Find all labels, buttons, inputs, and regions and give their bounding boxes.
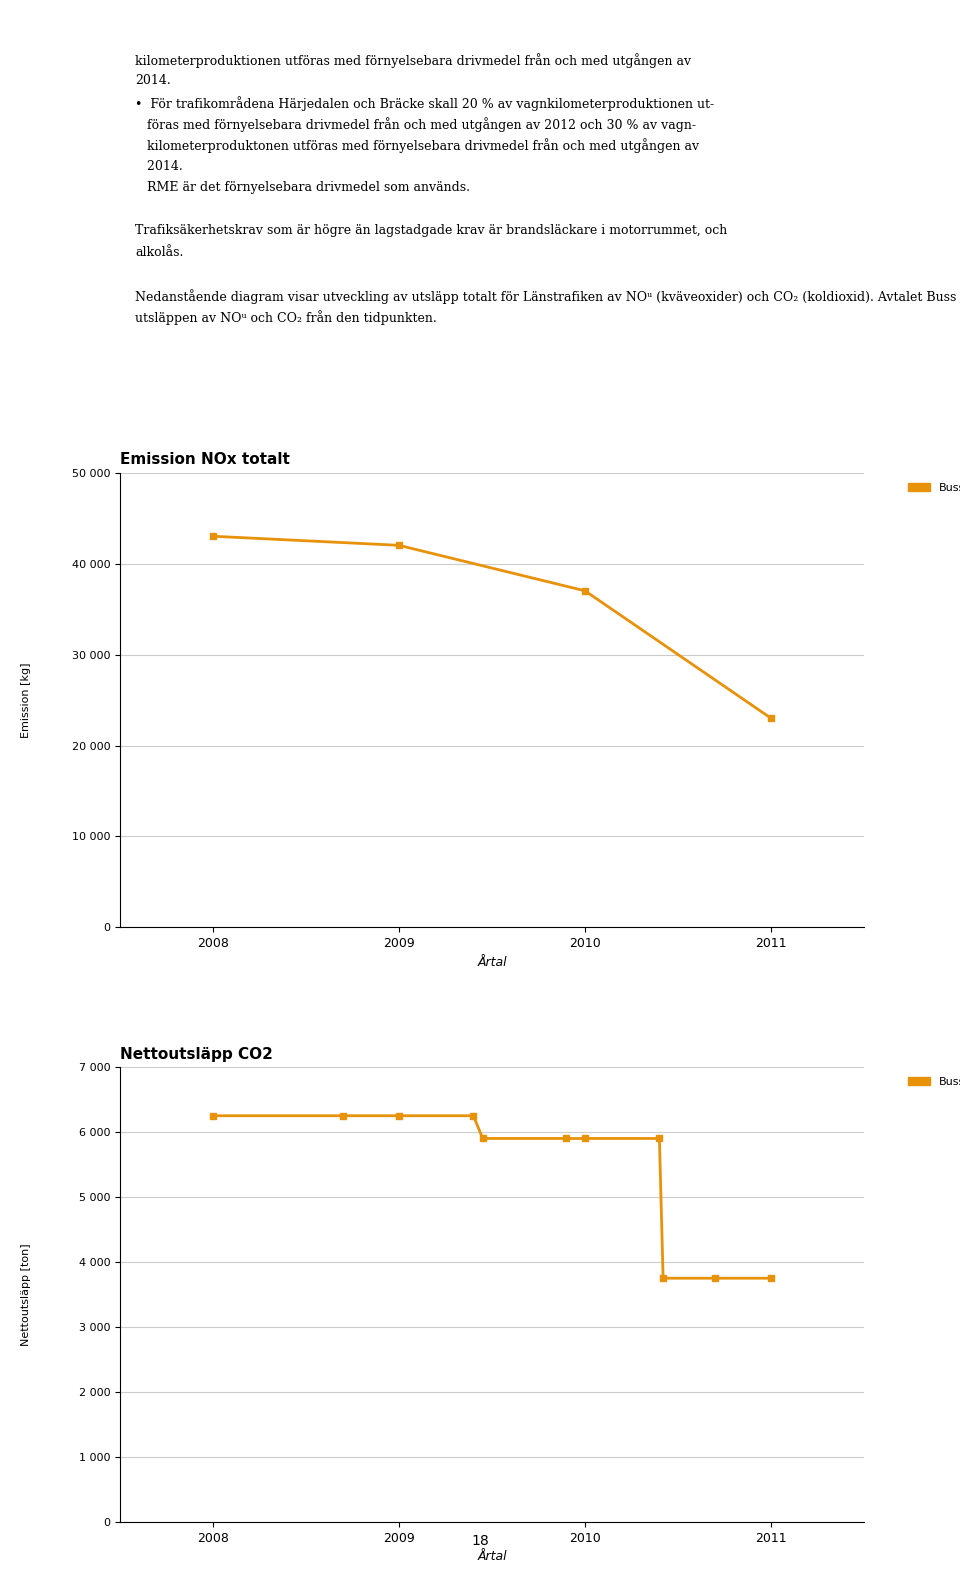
Text: Emission NOx totalt: Emission NOx totalt	[120, 452, 290, 468]
Y-axis label: Nettoutsläpp [ton]: Nettoutsläpp [ton]	[21, 1243, 31, 1346]
X-axis label: Årtal: Årtal	[477, 1550, 507, 1563]
Text: föras med förnyelsebara drivmedel från och med utgången av 2012 och 30 % av vagn: föras med förnyelsebara drivmedel från o…	[134, 118, 696, 132]
Y-axis label: Emission [kg]: Emission [kg]	[21, 662, 31, 737]
Legend: Buss: Buss	[903, 479, 960, 497]
Text: 2014.: 2014.	[134, 160, 182, 173]
Text: Nedanstående diagram visar utveckling av utsläpp totalt för Länstrafiken av NOᵘ : Nedanstående diagram visar utveckling av…	[134, 289, 960, 303]
X-axis label: Årtal: Årtal	[477, 956, 507, 968]
Text: RME är det förnyelsebara drivmedel som används.: RME är det förnyelsebara drivmedel som a…	[134, 182, 469, 195]
Text: Trafiksäkerhetskrav som är högre än lagstadgade krav är brandsläckare i motorrum: Trafiksäkerhetskrav som är högre än lags…	[134, 224, 727, 237]
Text: utsläppen av NOᵘ och CO₂ från den tidpunkten.: utsläppen av NOᵘ och CO₂ från den tidpun…	[134, 311, 437, 325]
Text: 2014.: 2014.	[134, 74, 171, 88]
Text: alkolås.: alkolås.	[134, 246, 183, 259]
Text: Nettoutsläpp CO2: Nettoutsläpp CO2	[120, 1047, 273, 1062]
Text: kilometerproduktionen utföras med förnyelsebara drivmedel från och med utgången : kilometerproduktionen utföras med förnye…	[134, 53, 691, 67]
Text: •  För trafikområdena Härjedalen och Bräcke skall 20 % av vagnkilometerproduktio: • För trafikområdena Härjedalen och Bräc…	[134, 96, 714, 110]
Text: 18: 18	[471, 1534, 489, 1549]
Text: kilometerproduktonen utföras med förnyelsebara drivmedel från och med utgången a: kilometerproduktonen utföras med förnyel…	[134, 138, 699, 154]
Legend: Buss: Buss	[903, 1073, 960, 1092]
